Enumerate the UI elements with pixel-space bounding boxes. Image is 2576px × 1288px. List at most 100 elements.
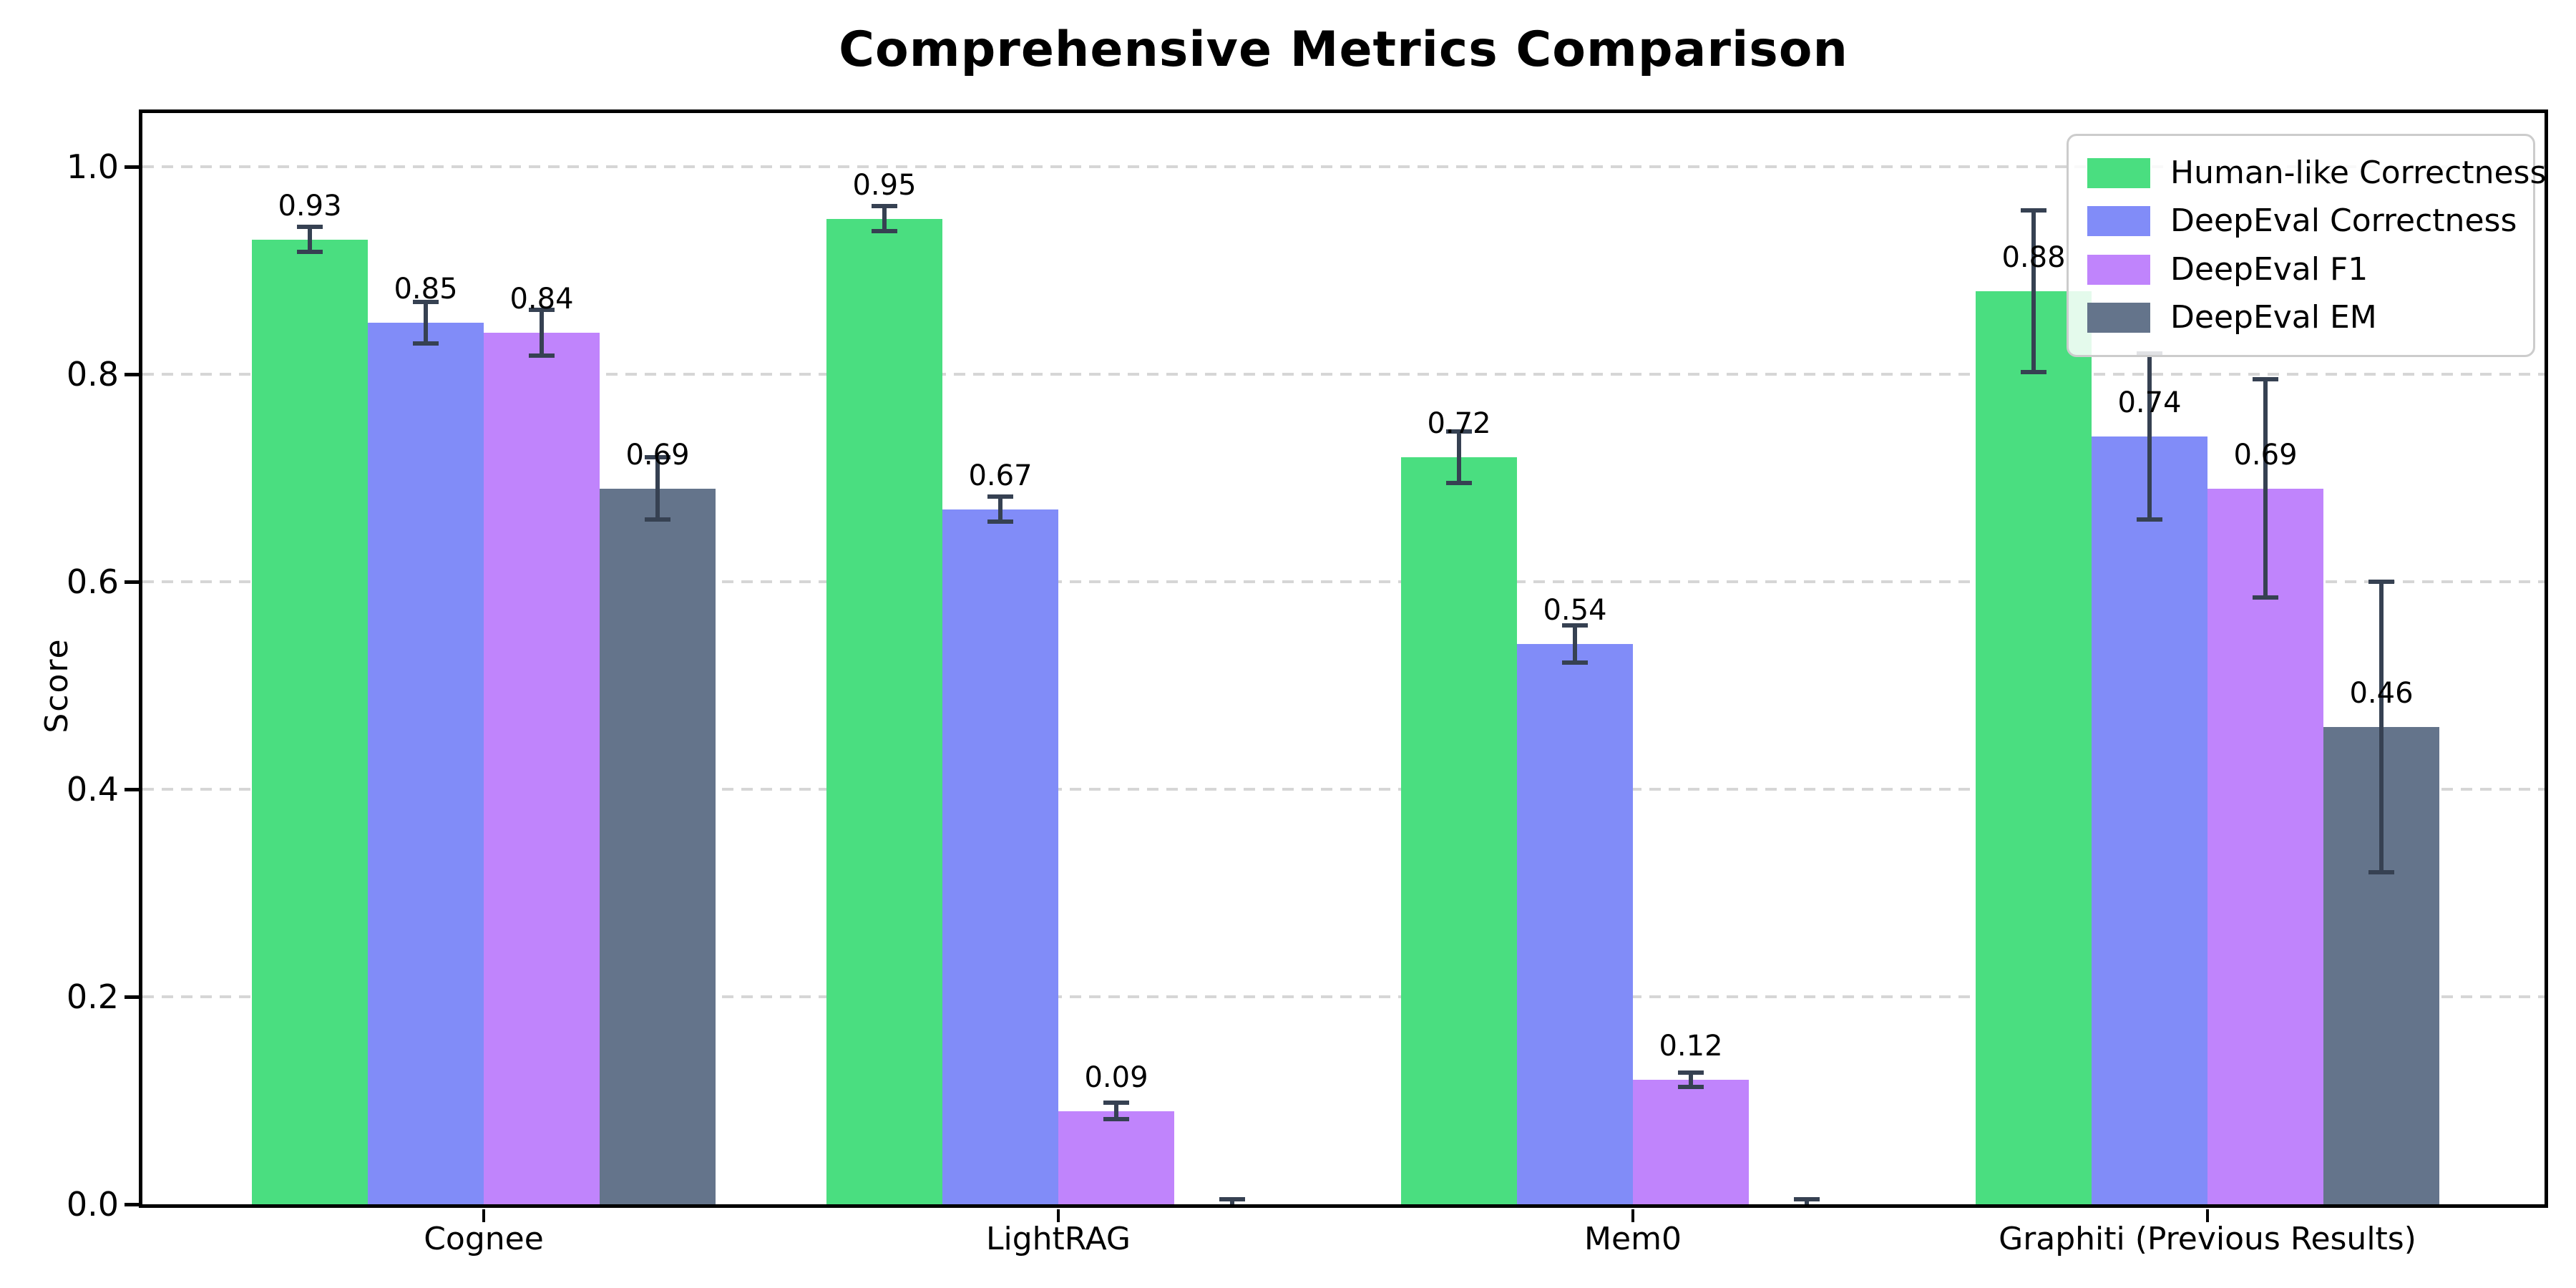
error-bar [1805,1199,1809,1204]
error-bar [998,497,1002,522]
y-axis-label: Score [38,638,75,733]
bar [1058,1111,1174,1204]
error-bar-cap [1103,1117,1129,1122]
value-label: 0.09 [1084,1060,1148,1094]
error-bar [424,301,428,343]
error-bar [1114,1102,1118,1120]
y-tick [125,165,140,169]
value-label: 0.93 [278,189,342,223]
x-tick-label: Cognee [424,1221,544,1257]
error-bar [1573,625,1577,663]
legend-label: Human-like Correctness [2170,154,2547,191]
error-bar-cap [2253,595,2278,600]
error-bar-cap [1794,1207,1820,1208]
x-tick-label: LightRAG [985,1221,1131,1257]
error-bar-cap [1219,1207,1245,1208]
gridline [142,788,2545,791]
error-bar-cap [1219,1196,1245,1201]
legend-item: DeepEval Correctness [2087,204,2526,238]
value-label: 0.69 [2233,438,2298,472]
error-bar-cap [645,455,670,459]
error-bar [2263,379,2268,597]
value-label: 0.46 [2349,677,2414,711]
value-label: 0.72 [1427,407,1491,441]
x-tick-label: Graphiti (Previous Results) [1999,1221,2416,1257]
value-label: 0.74 [2117,386,2182,420]
error-bar-cap [297,249,323,254]
chart-title: Comprehensive Metrics Comparison [839,21,1848,78]
y-tick-label: 0.4 [66,770,119,809]
error-bar-cap [872,228,897,233]
error-bar-cap [529,308,555,313]
y-tick-label: 0.2 [66,977,119,1016]
y-tick [125,580,140,584]
legend-swatch [2087,303,2150,333]
error-bar [2031,210,2036,373]
error-bar-cap [413,341,439,346]
bar [368,322,484,1204]
bar [2092,436,2207,1204]
error-bar [2379,582,2384,872]
error-bar-cap [2021,370,2046,375]
y-tick [125,788,140,791]
error-bar [1230,1199,1234,1204]
legend-swatch [2087,157,2150,188]
error-bar-cap [1446,481,1472,486]
error-bar-cap [1103,1100,1129,1105]
error-bar-cap [1678,1085,1704,1090]
legend-label: DeepEval EM [2170,299,2377,336]
bar [1401,457,1517,1204]
bar [1517,644,1633,1204]
x-tick [2206,1209,2209,1222]
error-bar-cap [297,225,323,230]
error-bar [308,227,312,252]
x-tick [1057,1209,1060,1222]
error-bar-cap [2368,580,2394,584]
value-label: 0.67 [968,459,1033,492]
error-bar-cap [1562,660,1588,665]
value-label: 0.12 [1659,1030,1723,1063]
error-bar [540,310,544,356]
error-bar-cap [413,299,439,304]
legend-item: Human-like Correctness [2087,155,2546,190]
gridline [142,373,2545,376]
y-tick-label: 0.6 [66,562,119,601]
x-tick-label: Mem0 [1584,1221,1682,1257]
legend-label: DeepEval Correctness [2170,203,2517,240]
value-label: 0.54 [1543,594,1607,628]
error-bar-cap [2137,517,2162,522]
error-bar-cap [2253,377,2278,382]
error-bar [1689,1072,1693,1088]
error-bar-cap [529,353,555,358]
error-bar [882,206,887,231]
legend-item: DeepEval F1 [2087,250,2526,288]
x-tick [482,1209,485,1222]
bar [826,218,942,1204]
bar [1976,291,2092,1204]
error-bar-cap [645,517,670,522]
x-tick [1631,1209,1634,1222]
legend-swatch [2087,254,2150,285]
value-label: 0.88 [2001,241,2066,275]
error-bar [2147,353,2152,519]
error-bar-cap [1446,429,1472,434]
value-label: 0.84 [509,283,574,316]
error-bar-cap [987,519,1013,524]
bar [942,509,1058,1204]
y-tick [125,373,140,376]
error-bar-cap [872,204,897,209]
legend-item: DeepEval EM [2087,301,2526,335]
y-tick [125,1203,140,1206]
legend-swatch [2087,206,2150,237]
y-tick [125,995,140,999]
bar [600,488,716,1204]
bar [484,333,600,1204]
error-bar-cap [2368,870,2394,874]
error-bar-cap [1794,1196,1820,1201]
value-label: 0.95 [852,168,917,202]
bar [2207,488,2323,1204]
legend-label: DeepEval F1 [2170,250,2368,288]
bar [252,239,368,1204]
error-bar [1457,431,1461,484]
value-label: 0.69 [625,438,690,472]
